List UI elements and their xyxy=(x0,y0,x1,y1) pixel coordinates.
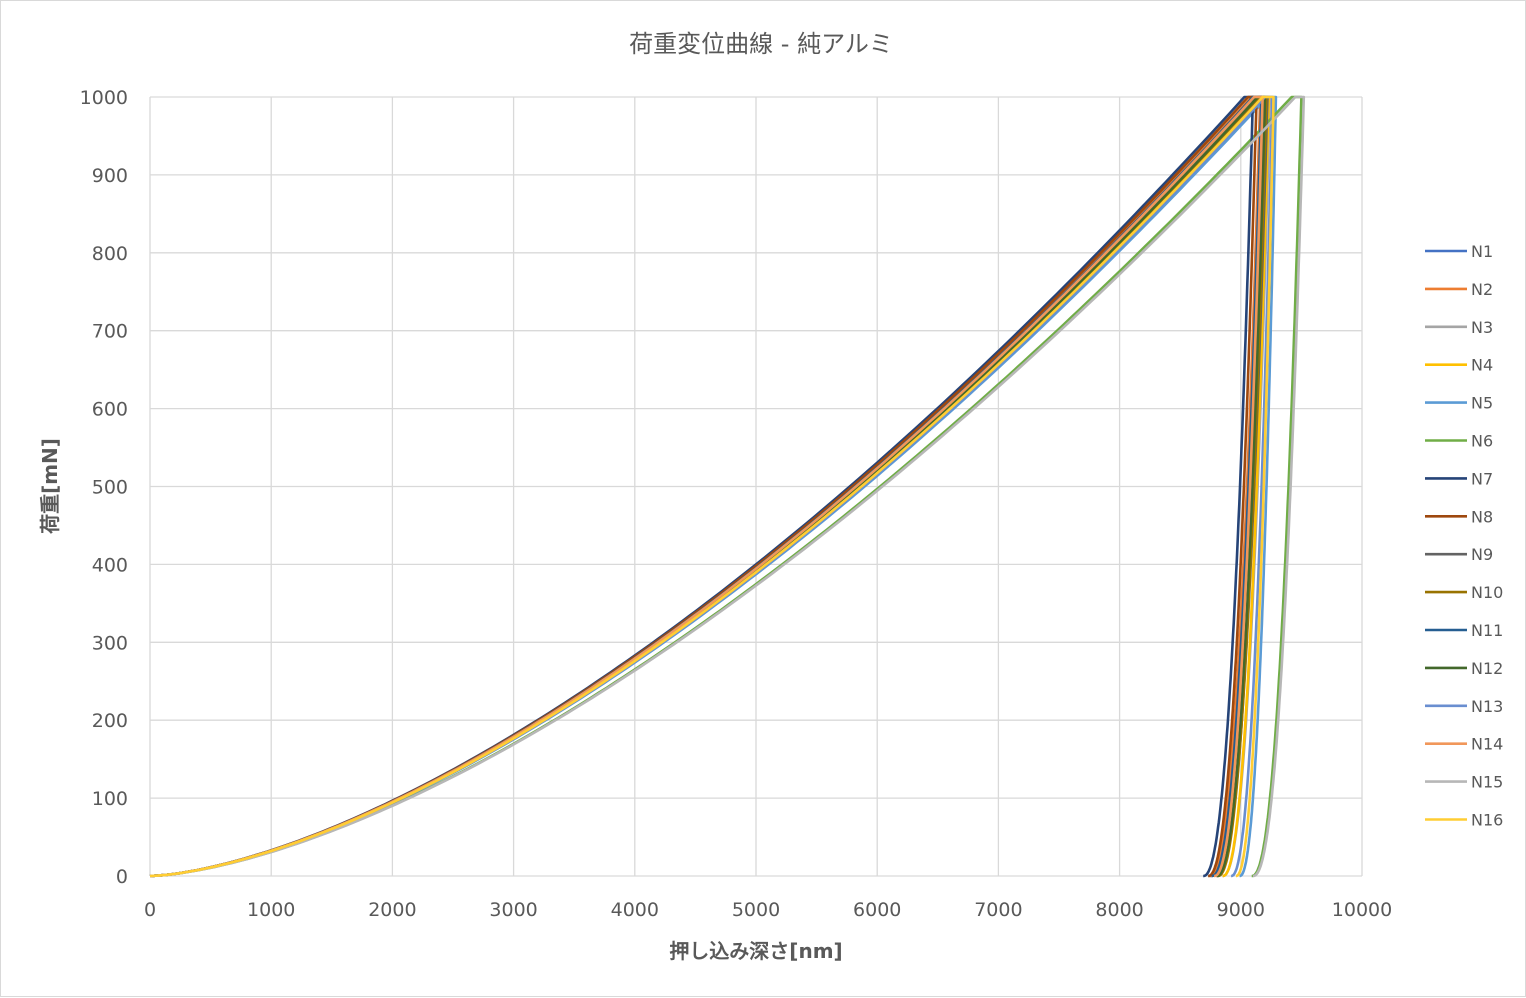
y-tick-label: 500 xyxy=(92,477,128,499)
x-tick-label: 2000 xyxy=(368,899,416,921)
legend-item-N2: N2 xyxy=(1425,280,1493,299)
x-tick-label: 0 xyxy=(144,899,156,921)
legend-item-N8: N8 xyxy=(1425,507,1493,526)
legend-label: N13 xyxy=(1471,697,1503,716)
legend-label: N3 xyxy=(1471,318,1493,337)
x-tick-label: 9000 xyxy=(1217,899,1265,921)
legend-item-N15: N15 xyxy=(1425,773,1503,792)
legend-label: N5 xyxy=(1471,394,1493,413)
legend-label: N8 xyxy=(1471,507,1493,526)
x-tick-label: 8000 xyxy=(1095,899,1143,921)
series-line-N15 xyxy=(149,95,1306,878)
series-lines xyxy=(149,95,1306,878)
series-line-N16 xyxy=(149,95,1275,878)
chart-title: 荷重変位曲線 - 純アルミ xyxy=(629,30,893,58)
x-axis-label: 押し込み深さ[nm] xyxy=(669,939,842,963)
legend-item-N6: N6 xyxy=(1425,432,1493,451)
legend-item-N1: N1 xyxy=(1425,242,1493,261)
y-axis-label: 荷重[mN] xyxy=(38,438,62,534)
x-tick-label: 4000 xyxy=(611,899,659,921)
legend-label: N15 xyxy=(1471,773,1503,792)
y-tick-label: 1000 xyxy=(80,87,128,109)
legend-item-N11: N11 xyxy=(1425,621,1503,640)
y-tick-label: 200 xyxy=(92,710,128,732)
legend-item-N7: N7 xyxy=(1425,469,1493,488)
legend-label: N1 xyxy=(1471,242,1493,261)
gridlines xyxy=(149,96,1363,877)
legend: N1 N2 N3 N4 N5 N6 N7 N8 N9 N10 N11 N12 N13 N14 N15 N16 xyxy=(1425,242,1503,830)
y-tick-label: 100 xyxy=(92,788,128,810)
legend-label: N9 xyxy=(1471,545,1493,564)
y-axis-ticks: 0 100 200 300 400 500 600 700 800 900 1000 xyxy=(80,87,128,888)
legend-label: N11 xyxy=(1471,621,1503,640)
y-tick-label: 700 xyxy=(92,321,128,343)
x-tick-label: 6000 xyxy=(853,899,901,921)
x-axis-ticks: 0 1000 2000 3000 4000 5000 6000 7000 8000 9000 100… xyxy=(144,899,1392,921)
x-tick-label: 7000 xyxy=(974,899,1022,921)
legend-item-N5: N5 xyxy=(1425,394,1493,413)
legend-label: N16 xyxy=(1471,811,1503,830)
legend-item-N14: N14 xyxy=(1425,735,1503,754)
legend-item-N10: N10 xyxy=(1425,583,1503,602)
x-tick-label: 5000 xyxy=(732,899,780,921)
legend-label: N12 xyxy=(1471,659,1503,678)
legend-label: N7 xyxy=(1471,469,1493,488)
y-tick-label: 600 xyxy=(92,399,128,421)
legend-label: N4 xyxy=(1471,356,1493,375)
legend-item-N16: N16 xyxy=(1425,811,1503,830)
legend-item-N3: N3 xyxy=(1425,318,1493,337)
legend-item-N13: N13 xyxy=(1425,697,1503,716)
legend-item-N4: N4 xyxy=(1425,356,1493,375)
legend-label: N2 xyxy=(1471,280,1493,299)
y-tick-label: 300 xyxy=(92,632,128,654)
x-tick-label: 3000 xyxy=(489,899,537,921)
y-tick-label: 900 xyxy=(92,165,128,187)
legend-label: N10 xyxy=(1471,583,1503,602)
y-tick-label: 400 xyxy=(92,554,128,576)
x-tick-label: 1000 xyxy=(247,899,295,921)
y-tick-label: 0 xyxy=(116,866,128,888)
legend-item-N9: N9 xyxy=(1425,545,1493,564)
legend-label: N14 xyxy=(1471,735,1503,754)
y-tick-label: 800 xyxy=(92,243,128,265)
legend-item-N12: N12 xyxy=(1425,659,1503,678)
x-tick-label: 10000 xyxy=(1332,899,1392,921)
legend-label: N6 xyxy=(1471,432,1493,451)
